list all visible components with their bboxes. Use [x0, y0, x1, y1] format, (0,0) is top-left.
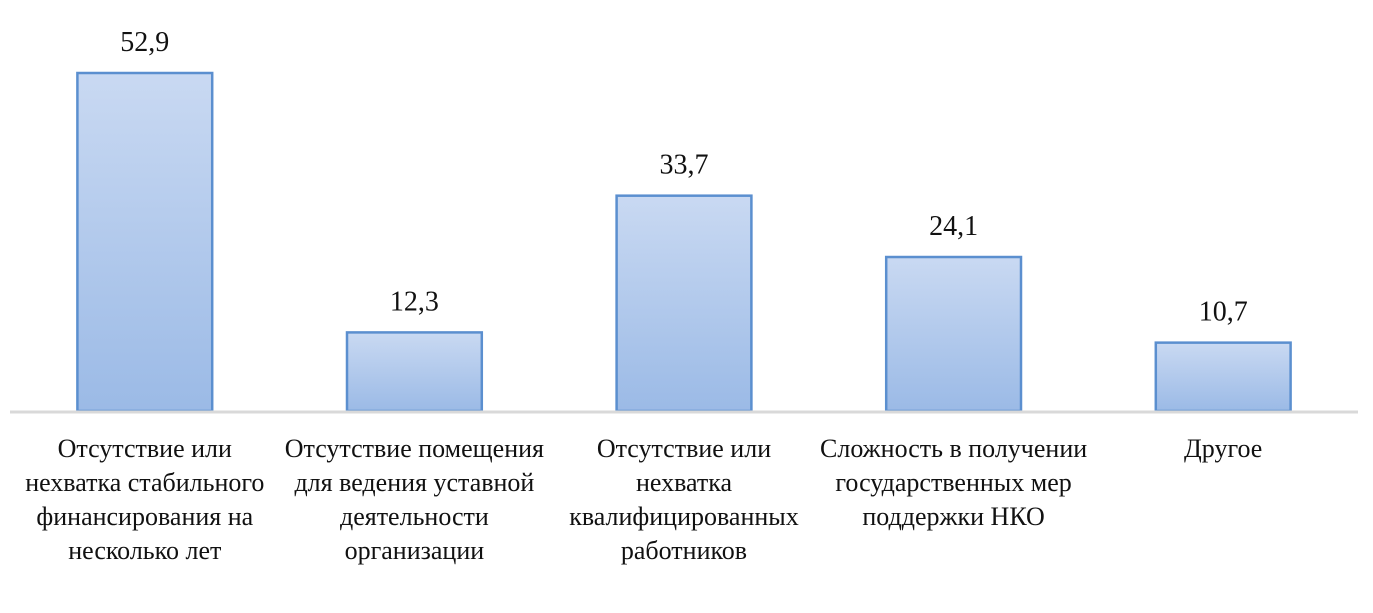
value-label: 12,3 [390, 286, 439, 317]
value-label: 52,9 [120, 27, 169, 58]
bar [345, 331, 484, 413]
value-label: 24,1 [929, 211, 978, 242]
bar [1154, 341, 1292, 413]
x-tick-label: Отсутствие помещения для ведения уставно… [284, 434, 544, 565]
x-tick-label: Сложность в получении государственных ме… [820, 434, 1088, 531]
x-tick-label: Отсутствие или нехватка квалифицированны… [569, 434, 799, 565]
bar [615, 194, 753, 413]
value-label: 33,7 [660, 150, 709, 181]
bar [884, 255, 1023, 413]
value-label: 10,7 [1199, 297, 1248, 328]
x-tick-label: Другое [1184, 434, 1263, 463]
x-tick-label: Отсутствие или нехватка стабильного фина… [25, 434, 265, 565]
bar [76, 71, 214, 413]
